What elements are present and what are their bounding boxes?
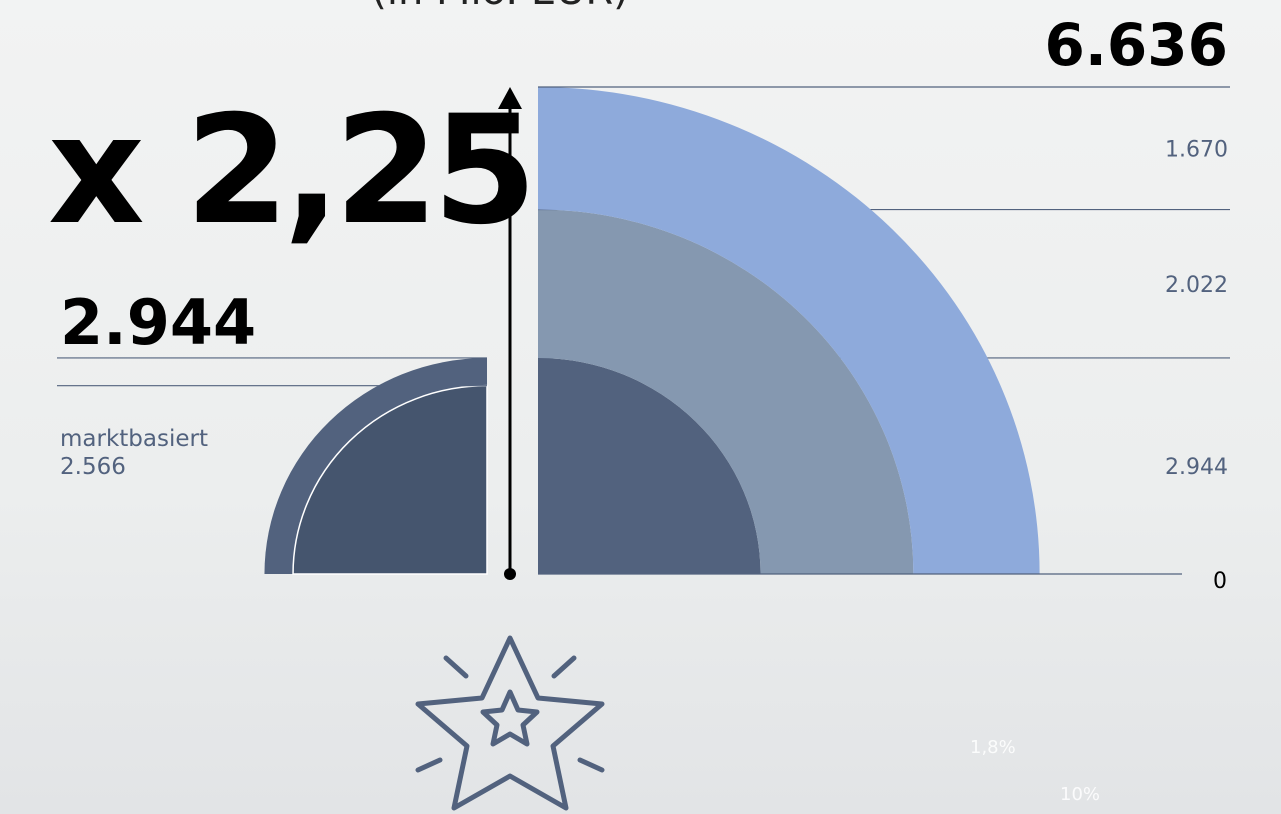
growth-label: x 2,25: [48, 84, 531, 258]
chart-title: (in Mio. EUR): [371, 0, 629, 14]
base-name: marktbasiert: [60, 426, 208, 452]
star-icon: [415, 635, 605, 811]
base-total-label: 2.944: [60, 286, 256, 359]
value-label: 2.944: [1165, 455, 1228, 480]
base-value-label: 2.566: [60, 454, 126, 480]
segment: [538, 357, 761, 574]
axis-arrow: [498, 87, 522, 109]
note: 10%: [1060, 784, 1100, 805]
segment: [538, 209, 914, 575]
base-segment: [292, 384, 488, 575]
y-tick-label: 0: [1213, 569, 1227, 594]
segment: [538, 87, 1040, 574]
total-label: 6.636: [1045, 11, 1228, 79]
value-label: 2.022: [1165, 273, 1228, 298]
note: 1,8%: [970, 737, 1016, 758]
value-label: 1.670: [1165, 137, 1228, 162]
axis-origin: [504, 568, 516, 580]
